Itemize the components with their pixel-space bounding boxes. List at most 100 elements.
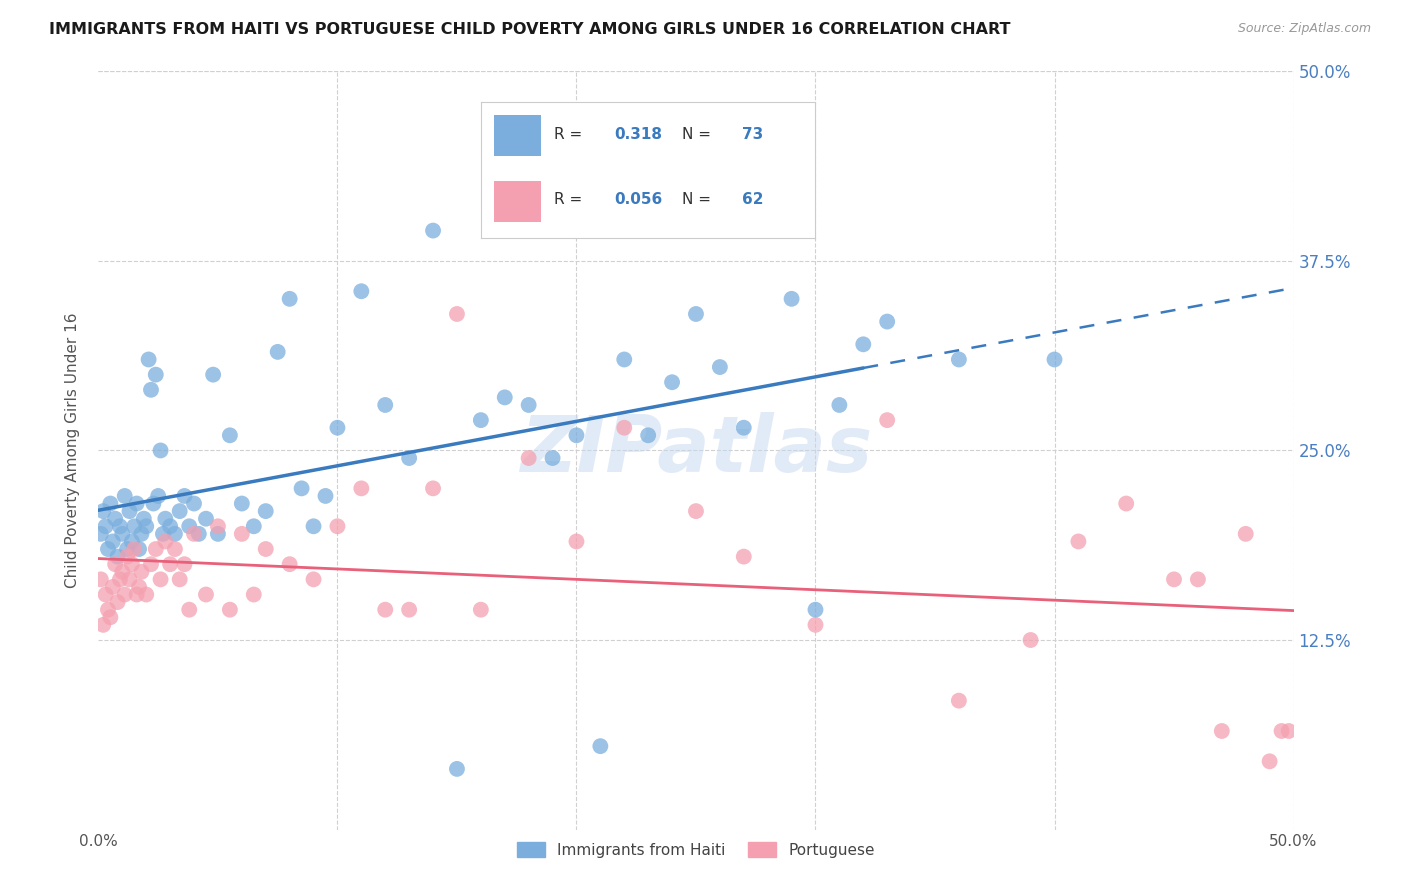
Point — [876, 413, 898, 427]
Point — [1067, 534, 1090, 549]
Point — [804, 603, 827, 617]
Point — [94, 588, 117, 602]
Point — [115, 542, 138, 557]
Point — [1187, 573, 1209, 587]
Point — [118, 504, 141, 518]
Point — [169, 573, 191, 587]
Point — [470, 413, 492, 427]
Point — [115, 549, 138, 564]
Point — [326, 519, 349, 533]
Point — [121, 534, 143, 549]
Point — [207, 526, 229, 541]
Point — [302, 519, 325, 533]
Point — [90, 526, 112, 541]
Point — [780, 292, 803, 306]
Point — [101, 534, 124, 549]
Point — [398, 603, 420, 617]
Point — [128, 542, 150, 557]
Point — [138, 352, 160, 367]
Point — [517, 451, 540, 466]
Point — [155, 512, 177, 526]
Point — [302, 573, 325, 587]
Point — [948, 694, 970, 708]
Point — [565, 534, 588, 549]
Point — [422, 482, 444, 496]
Point — [685, 504, 707, 518]
Point — [91, 617, 114, 632]
Point — [1271, 724, 1294, 739]
Point — [661, 376, 683, 390]
Point — [517, 398, 540, 412]
Point — [159, 519, 181, 533]
Point — [159, 557, 181, 572]
Point — [163, 542, 186, 557]
Point — [114, 489, 136, 503]
Point — [733, 549, 755, 564]
Point — [163, 526, 186, 541]
Point — [326, 421, 349, 435]
Point — [139, 383, 162, 397]
Point — [254, 504, 277, 518]
Point — [125, 496, 148, 510]
Point — [350, 285, 373, 299]
Point — [94, 519, 117, 533]
Point — [108, 573, 131, 587]
Point — [107, 549, 129, 564]
Point — [243, 519, 266, 533]
Point — [278, 557, 301, 572]
Point — [756, 148, 779, 162]
Y-axis label: Child Poverty Among Girls Under 16: Child Poverty Among Girls Under 16 — [65, 313, 80, 588]
Point — [374, 603, 396, 617]
Point — [131, 565, 153, 579]
Point — [243, 588, 266, 602]
Point — [104, 512, 127, 526]
Text: ZIPatlas: ZIPatlas — [520, 412, 872, 489]
Point — [131, 526, 153, 541]
Point — [104, 557, 127, 572]
Point — [1278, 724, 1301, 739]
Point — [90, 573, 112, 587]
Point — [149, 443, 172, 458]
Point — [155, 534, 177, 549]
Point — [1211, 724, 1233, 739]
Point — [1019, 633, 1042, 648]
Text: IMMIGRANTS FROM HAITI VS PORTUGUESE CHILD POVERTY AMONG GIRLS UNDER 16 CORRELATI: IMMIGRANTS FROM HAITI VS PORTUGUESE CHIL… — [49, 22, 1011, 37]
Point — [637, 428, 659, 442]
Point — [97, 603, 120, 617]
Point — [1258, 755, 1281, 769]
Point — [91, 504, 114, 518]
Point — [152, 526, 174, 541]
Point — [278, 292, 301, 306]
Point — [219, 603, 242, 617]
Point — [1115, 496, 1137, 510]
Point — [446, 762, 468, 776]
Point — [148, 489, 170, 503]
Point — [315, 489, 337, 503]
Point — [145, 368, 167, 382]
Legend: Immigrants from Haiti, Portuguese: Immigrants from Haiti, Portuguese — [512, 836, 880, 863]
Point — [852, 337, 875, 351]
Point — [98, 496, 122, 510]
Point — [142, 496, 165, 510]
Point — [1163, 573, 1185, 587]
Point — [135, 519, 157, 533]
Point — [446, 307, 468, 321]
Point — [219, 428, 242, 442]
Point — [124, 542, 146, 557]
Point — [118, 573, 141, 587]
Point — [231, 496, 253, 510]
Point — [101, 580, 124, 594]
Point — [494, 391, 516, 405]
Point — [173, 557, 195, 572]
Point — [828, 398, 851, 412]
Point — [114, 588, 136, 602]
Point — [267, 344, 290, 359]
Point — [422, 223, 444, 237]
Point — [709, 359, 731, 375]
Point — [145, 542, 167, 557]
Point — [111, 526, 134, 541]
Point — [183, 496, 205, 510]
Point — [733, 421, 755, 435]
Text: Source: ZipAtlas.com: Source: ZipAtlas.com — [1237, 22, 1371, 36]
Point — [291, 482, 314, 496]
